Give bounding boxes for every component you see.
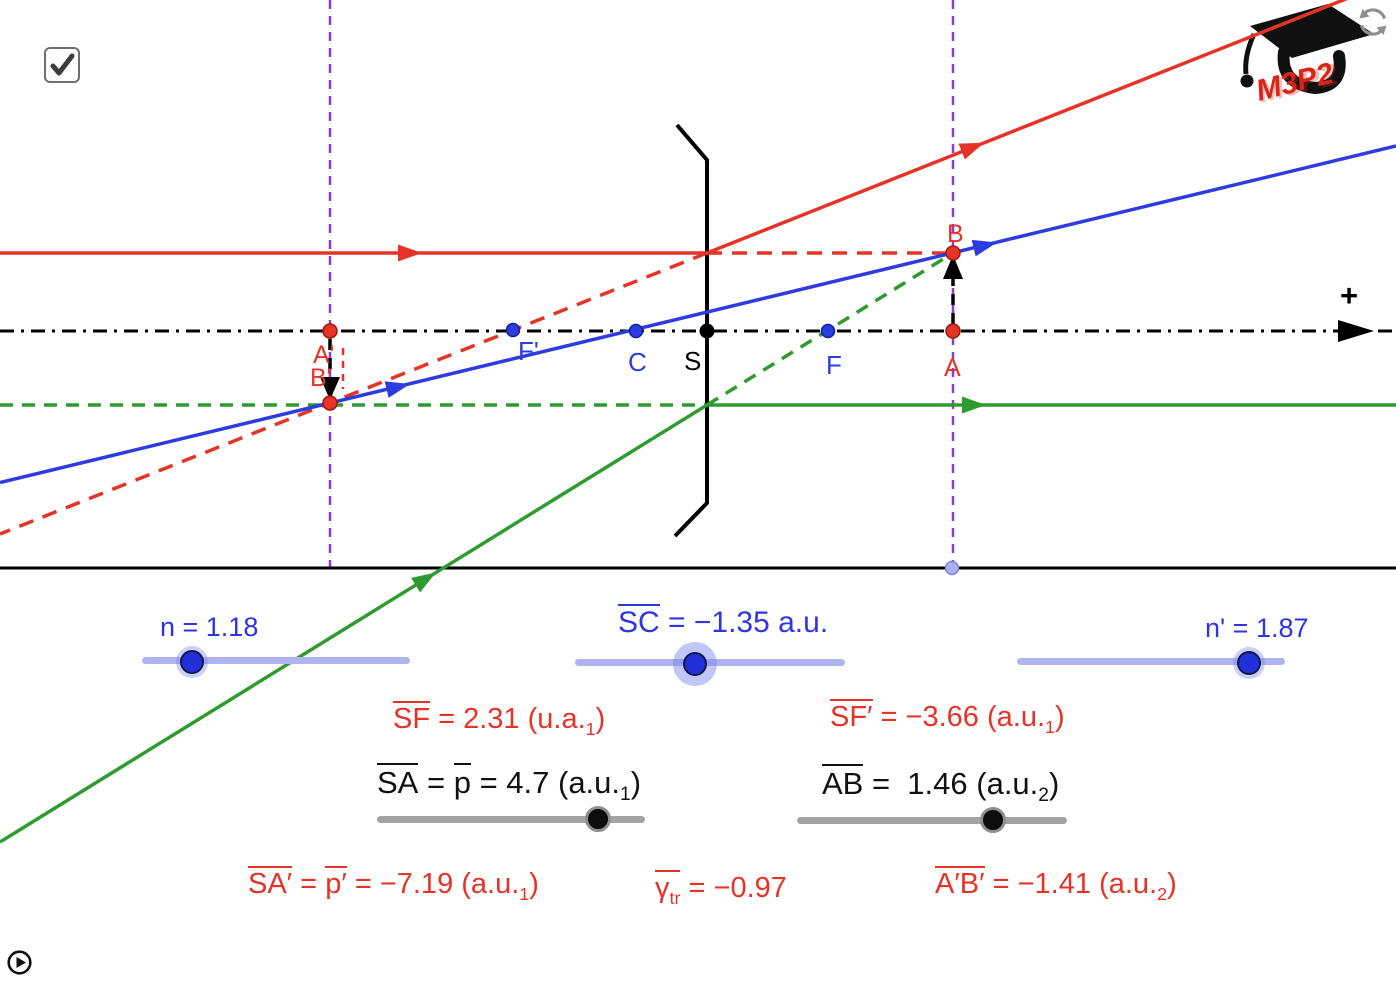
SA-prime-unit-close: ) <box>529 868 539 900</box>
SA-unit-close: ) <box>630 765 642 800</box>
label-S: S <box>684 346 701 376</box>
positive-direction-label: + <box>1340 278 1358 313</box>
readout-AB: AB = 1.46 (a.u.2) <box>822 764 1059 807</box>
point-B <box>945 245 961 261</box>
slider-SC-knob[interactable] <box>683 652 707 676</box>
slider-n-prime-knob[interactable] <box>1237 651 1261 675</box>
readout-SA-prime: SA′ = p′ = −7.19 (a.u.1) <box>248 866 539 905</box>
point-A-prime <box>322 323 338 339</box>
ApBp-value: = −1.41 (a.u. <box>984 868 1158 900</box>
point-C <box>628 323 644 339</box>
label-A-prime: A' <box>313 341 334 369</box>
label-C: C <box>628 347 647 377</box>
checkmark-icon <box>50 53 75 76</box>
ApBp-unit-sub: 2 <box>1157 883 1168 904</box>
SA-prime-unit-sub: 1 <box>519 883 530 904</box>
SF-name: SF <box>393 701 431 735</box>
readout-gamma: γtr = −0.97 <box>655 870 787 908</box>
slider-AB-track[interactable] <box>797 817 1067 824</box>
gamma-value: = −0.97 <box>680 872 787 904</box>
play-button[interactable] <box>7 950 32 975</box>
point-A <box>945 323 961 339</box>
gamma-symbol: γ <box>655 872 670 904</box>
SF-prime-value: = −3.66 (a.u. <box>872 701 1046 733</box>
SA-p-name: p <box>453 763 471 800</box>
gamma-name: γtr <box>655 870 681 908</box>
image-arrowhead <box>320 377 340 400</box>
SF-prime-unit-close: ) <box>1055 701 1065 733</box>
tassel-knot <box>1240 74 1254 88</box>
readout-A-prime-B-prime: A′B′ = −1.41 (a.u.2) <box>935 866 1177 905</box>
baseline-drag-point[interactable] <box>944 560 960 576</box>
AB-value: = 1.46 (a.u. <box>863 766 1039 801</box>
blue-ray-through-center <box>0 144 1396 485</box>
slider-n-prime-label: n' = 1.87 <box>1205 613 1309 643</box>
slider-n-knob[interactable] <box>180 650 204 674</box>
point-F <box>820 323 836 339</box>
point-F-prime <box>505 322 521 338</box>
slider-SC-value: = −1.35 a.u. <box>659 606 829 639</box>
SF-unit-sub: 1 <box>585 718 596 739</box>
red-ray-extension-back <box>0 251 708 536</box>
green-ray-virtual-to-B <box>706 251 954 407</box>
readout-SA: SA = p = 4.7 (a.u.1) <box>377 763 641 806</box>
AB-unit-sub: 2 <box>1038 785 1049 807</box>
slider-SA-knob[interactable] <box>585 806 611 832</box>
SA-prime-value: = −7.19 (a.u. <box>346 868 520 900</box>
red-arrowhead-refracted <box>958 142 984 160</box>
label-B-prime: B' <box>310 364 331 392</box>
ApBp-name: A′B′ <box>935 866 985 900</box>
readout-SF-prime: SF′ = −3.66 (a.u.1) <box>830 699 1065 738</box>
AB-name: AB <box>822 764 864 801</box>
SF-prime-unit-sub: 1 <box>1045 716 1056 737</box>
red-arrowhead-incident <box>398 244 422 262</box>
SA-value: = 4.7 (a.u. <box>470 765 621 800</box>
SA-eq: = <box>418 765 454 800</box>
SA-unit-sub: 1 <box>620 784 631 806</box>
SF-unit-close: ) <box>595 703 606 735</box>
readout-SF: SF = 2.31 (u.a.1) <box>393 701 605 740</box>
refracting-surface <box>673 123 709 538</box>
play-icon <box>7 950 32 975</box>
SF-prime-name: SF′ <box>830 699 873 733</box>
SF-value: = 2.31 (u.a. <box>430 703 586 735</box>
SA-name: SA <box>377 763 419 800</box>
refresh-icon <box>1359 8 1387 36</box>
slider-SC-label: SC = −1.35 a.u. <box>618 604 828 640</box>
label-B: B <box>947 220 964 248</box>
slider-SC-track[interactable] <box>575 659 845 666</box>
slider-AB-knob[interactable] <box>980 807 1006 833</box>
axis-arrowhead <box>1338 320 1374 342</box>
AB-unit-close: ) <box>1048 766 1060 801</box>
slider-n-label: n = 1.18 <box>160 612 259 642</box>
SA-prime-eq: = <box>292 868 326 900</box>
green-arrowhead-incident <box>411 572 436 593</box>
show-checkbox[interactable] <box>44 47 80 83</box>
blue-arrowhead-right <box>971 239 997 257</box>
green-arrowhead-refracted <box>962 396 986 414</box>
gamma-sub: tr <box>669 887 681 908</box>
SA-prime-p-name: p′ <box>325 866 347 900</box>
slider-n-prime-track[interactable] <box>1017 658 1285 665</box>
ApBp-unit-close: ) <box>1167 868 1177 900</box>
blue-arrowhead-left <box>384 381 410 398</box>
label-F: F <box>826 350 842 380</box>
cap-tassel <box>1243 32 1257 75</box>
slider-SC-name: SC <box>618 604 660 639</box>
label-A: A <box>944 354 961 382</box>
point-S <box>699 323 715 339</box>
SA-prime-name: SA′ <box>248 866 293 900</box>
label-F-prime: F' <box>518 336 539 366</box>
point-B-prime <box>322 395 338 411</box>
object-arrowhead <box>943 255 963 279</box>
reset-button[interactable] <box>1355 4 1391 40</box>
